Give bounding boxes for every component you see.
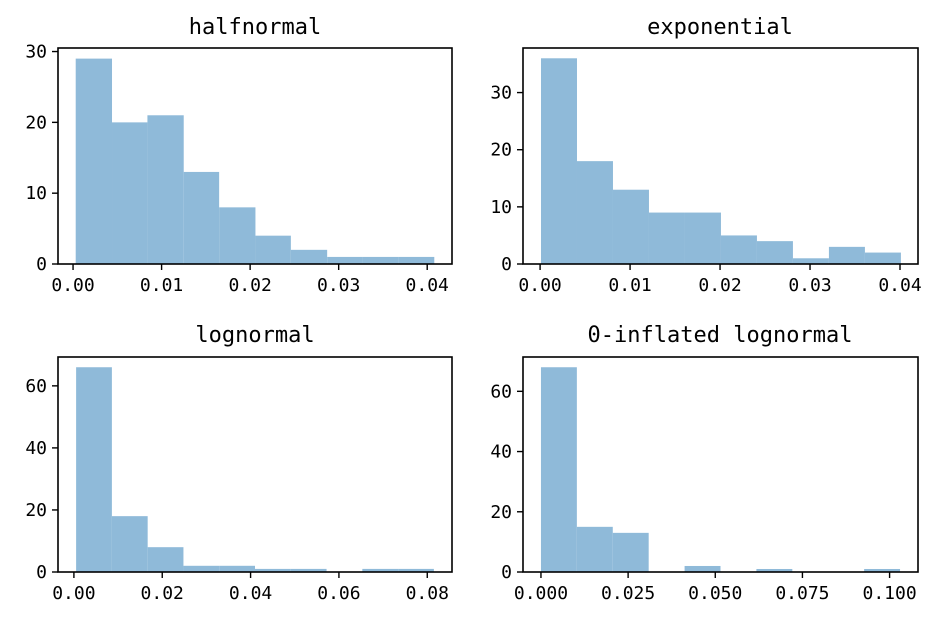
y-tick-label: 20 (25, 500, 47, 521)
histogram-bar (720, 235, 757, 264)
x-tick-label: 0.03 (317, 275, 360, 296)
axis-ticks: 0.000 0.025 0.050 0.075 0.100 0 20 40 60 (490, 381, 916, 604)
histogram-bar (648, 212, 685, 264)
histogram-bar (864, 568, 901, 572)
histogram-bar (756, 241, 793, 264)
histogram-bar (540, 367, 577, 572)
histogram-bar (255, 568, 291, 572)
histogram-bars (76, 367, 434, 572)
histogram-bar (576, 526, 613, 572)
x-tick-label: 0.02 (228, 275, 271, 296)
y-tick-label: 10 (25, 183, 47, 204)
histogram-bar (540, 58, 577, 265)
x-tick-label: 0.08 (406, 583, 449, 604)
x-tick-label: 0.02 (141, 583, 184, 604)
x-tick-label: 0.02 (698, 275, 741, 296)
histogram-bar (756, 568, 793, 572)
x-tick-label: 0.06 (317, 583, 360, 604)
x-tick-label: 0.000 (514, 583, 568, 604)
y-tick-label: 10 (490, 197, 512, 218)
histogram-bars (75, 58, 435, 264)
histogram-bar (684, 212, 721, 264)
histogram-bar (112, 122, 148, 264)
x-tick-label: 0.00 (51, 275, 94, 296)
axes-frame (57, 356, 453, 573)
y-tick-label: 20 (490, 502, 512, 523)
x-tick-label: 0.04 (406, 275, 449, 296)
x-tick-label: 0.075 (775, 583, 829, 604)
y-tick-label: 30 (25, 42, 47, 63)
histogram-bar (792, 258, 829, 264)
histogram-bar (828, 246, 865, 264)
x-tick-label: 0.04 (878, 275, 921, 296)
histogram-bar (327, 256, 363, 264)
histogram-bar (612, 532, 649, 572)
histogram-bar (612, 189, 649, 264)
axes-frame (57, 47, 453, 265)
x-tick-label: 0.01 (608, 275, 651, 296)
histogram-bar (111, 516, 148, 572)
x-tick-label: 0.00 (518, 275, 561, 296)
panel-title: exponential (647, 15, 793, 40)
histogram-bars (540, 58, 901, 265)
histogram-bar (147, 547, 184, 572)
y-tick-label: 60 (25, 376, 47, 397)
y-tick-label: 20 (490, 140, 512, 161)
y-tick-label: 60 (490, 381, 512, 402)
y-tick-label: 40 (25, 438, 47, 459)
y-tick-label: 0 (501, 562, 512, 583)
y-tick-label: 20 (25, 112, 47, 133)
panel-title: halfnormal (189, 15, 321, 40)
panel-halfnormal: halfnormal 0.00 0.01 0.02 0.03 0.04 0 10 20 30 (25, 15, 453, 296)
x-tick-label: 0.01 (140, 275, 183, 296)
histogram-bar (398, 256, 435, 264)
x-tick-label: 0.100 (862, 583, 916, 604)
histogram-bar (219, 565, 255, 572)
histogram-bar (76, 367, 112, 572)
histogram-bar (147, 115, 184, 264)
panel-exponential: exponential 0.00 0.01 0.02 0.03 0.04 0 10 20 30 (490, 15, 921, 296)
x-tick-label: 0.04 (229, 583, 272, 604)
y-tick-label: 0 (501, 254, 512, 275)
x-tick-label: 0.025 (601, 583, 655, 604)
histogram-bar (183, 565, 220, 572)
histogram-bar (362, 568, 399, 572)
histogram-bar (290, 249, 328, 264)
y-tick-label: 40 (490, 442, 512, 463)
histogram-bar (255, 235, 291, 264)
panel-title: lognormal (195, 323, 314, 348)
panel-lognormal: lognormal 0.00 0.02 0.04 0.06 0.08 0 20 40 60 (25, 323, 453, 604)
histogram-bar (183, 171, 220, 264)
histogram-bar (290, 568, 327, 572)
y-tick-label: 30 (490, 83, 512, 104)
histogram-bars (540, 367, 901, 572)
axis-ticks: 0.00 0.02 0.04 0.06 0.08 0 20 40 60 (25, 376, 449, 604)
axis-ticks: 0.00 0.01 0.02 0.03 0.04 0 10 20 30 (490, 83, 921, 296)
axis-ticks: 0.00 0.01 0.02 0.03 0.04 0 10 20 30 (25, 42, 449, 296)
x-tick-label: 0.03 (788, 275, 831, 296)
histogram-bar (362, 256, 399, 264)
histogram-bar (219, 207, 256, 264)
x-tick-label: 0.050 (688, 583, 742, 604)
y-tick-label: 0 (36, 562, 47, 583)
histogram-bar (398, 568, 434, 572)
panel-0-inflated-lognormal: 0-inflated lognormal 0.000 0.025 0.050 0.07… (490, 323, 919, 604)
x-tick-label: 0.00 (52, 583, 95, 604)
histogram-bar (75, 58, 113, 264)
histogram-bar (576, 161, 613, 264)
histogram-bar (864, 252, 901, 264)
y-tick-label: 0 (36, 254, 47, 275)
histogram-bar (684, 565, 721, 572)
panel-title: 0-inflated lognormal (588, 323, 853, 348)
axes-frame (522, 356, 919, 573)
